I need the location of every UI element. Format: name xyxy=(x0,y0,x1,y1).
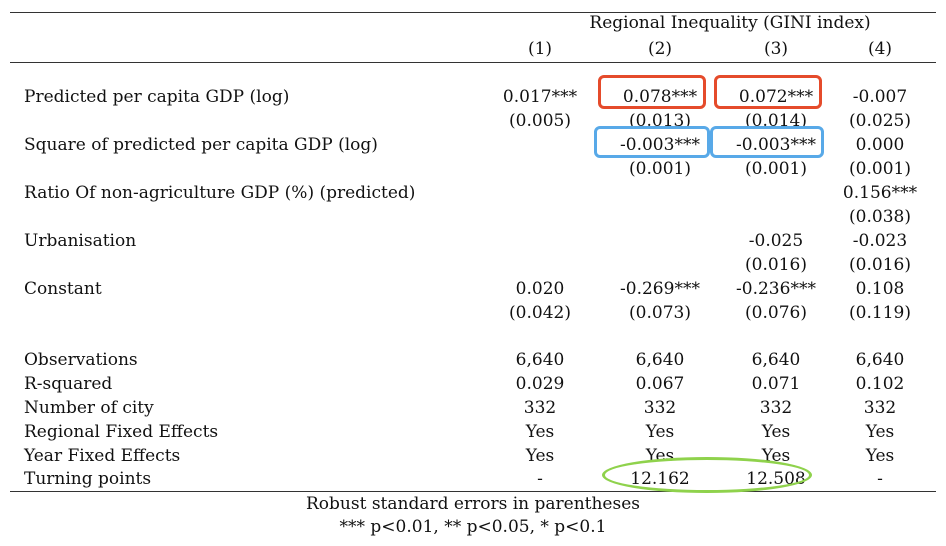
stat-label: R-squared xyxy=(24,374,113,394)
stat-cell: 332 xyxy=(643,398,677,418)
stat-cell: 332 xyxy=(759,398,793,418)
stat-cell: - xyxy=(537,469,543,489)
stat-cell: 332 xyxy=(523,398,557,418)
stat-label: Observations xyxy=(24,350,138,370)
footnote-significance: *** p<0.01, ** p<0.05, * p<0.1 xyxy=(339,517,607,537)
stat-cell: 6,640 xyxy=(751,350,801,370)
coef-cell: -0.269*** xyxy=(620,279,700,299)
se-cell: (0.001) xyxy=(849,159,911,179)
se-cell: (0.038) xyxy=(849,207,911,227)
regression-table: Regional Inequality (GINI index) (1) (2)… xyxy=(10,0,936,546)
stat-label: Regional Fixed Effects xyxy=(24,422,219,442)
se-cell: (0.025) xyxy=(849,111,911,131)
row-label: Predicted per capita GDP (log) xyxy=(24,87,290,107)
coef-cell: -0.003*** xyxy=(620,135,700,155)
stat-cell: 332 xyxy=(863,398,897,418)
coef-cell: 0.020 xyxy=(515,279,565,299)
coef-cell: -0.025 xyxy=(748,231,804,251)
stat-cell: Yes xyxy=(761,422,791,442)
se-cell: (0.076) xyxy=(745,303,807,323)
stat-cell: 6,640 xyxy=(635,350,685,370)
se-cell: (0.001) xyxy=(745,159,807,179)
header-rule xyxy=(10,62,936,63)
coef-cell: 0.156*** xyxy=(842,183,918,203)
stat-cell: Yes xyxy=(525,422,555,442)
stat-cell: 6,640 xyxy=(855,350,905,370)
footnote-se: Robust standard errors in parentheses xyxy=(306,494,640,514)
se-cell: (0.001) xyxy=(629,159,691,179)
highlight-ellipse-green xyxy=(602,457,812,493)
bottom-rule xyxy=(10,491,936,492)
stat-cell: Yes xyxy=(865,422,895,442)
column-header-4: (4) xyxy=(867,39,893,59)
coef-cell: 0.000 xyxy=(855,135,905,155)
coef-cell: 0.017*** xyxy=(502,87,578,107)
se-cell: (0.016) xyxy=(849,255,911,275)
row-label: Urbanisation xyxy=(24,231,137,251)
column-header-3: (3) xyxy=(763,39,789,59)
coef-cell: 0.072*** xyxy=(738,87,814,107)
stat-label: Year Fixed Effects xyxy=(24,446,181,466)
highlight-box-red xyxy=(714,75,822,109)
stat-label: Number of city xyxy=(24,398,154,418)
highlight-box-red xyxy=(598,75,706,109)
se-cell: (0.073) xyxy=(629,303,691,323)
column-header-1: (1) xyxy=(527,39,553,59)
header-group-label: Regional Inequality (GINI index) xyxy=(589,13,871,33)
column-header-2: (2) xyxy=(647,39,673,59)
coef-cell: -0.003*** xyxy=(736,135,816,155)
se-cell: (0.016) xyxy=(745,255,807,275)
stat-cell: - xyxy=(877,469,883,489)
se-cell: (0.119) xyxy=(849,303,911,323)
row-label: Ratio Of non-agriculture GDP (%) (predic… xyxy=(24,183,416,203)
stat-cell: Yes xyxy=(865,446,895,466)
row-label: Square of predicted per capita GDP (log) xyxy=(24,135,378,155)
se-cell: (0.042) xyxy=(509,303,571,323)
stat-cell: 0.102 xyxy=(855,374,905,394)
se-cell: (0.005) xyxy=(509,111,571,131)
stat-cell: 0.071 xyxy=(751,374,801,394)
stat-label: Turning points xyxy=(24,469,152,489)
coef-cell: -0.007 xyxy=(852,87,908,107)
highlight-box-blue xyxy=(710,126,824,158)
coef-cell: 0.078*** xyxy=(622,87,698,107)
top-rule xyxy=(10,12,936,13)
coef-cell: 0.108 xyxy=(855,279,905,299)
row-label: Constant xyxy=(24,279,102,299)
stat-cell: 0.029 xyxy=(515,374,565,394)
coef-cell: -0.023 xyxy=(852,231,908,251)
coef-cell: -0.236*** xyxy=(736,279,816,299)
stat-cell: 0.067 xyxy=(635,374,685,394)
stat-cell: 6,640 xyxy=(515,350,565,370)
stat-cell: Yes xyxy=(645,422,675,442)
stat-cell: Yes xyxy=(525,446,555,466)
highlight-box-blue xyxy=(594,126,710,158)
